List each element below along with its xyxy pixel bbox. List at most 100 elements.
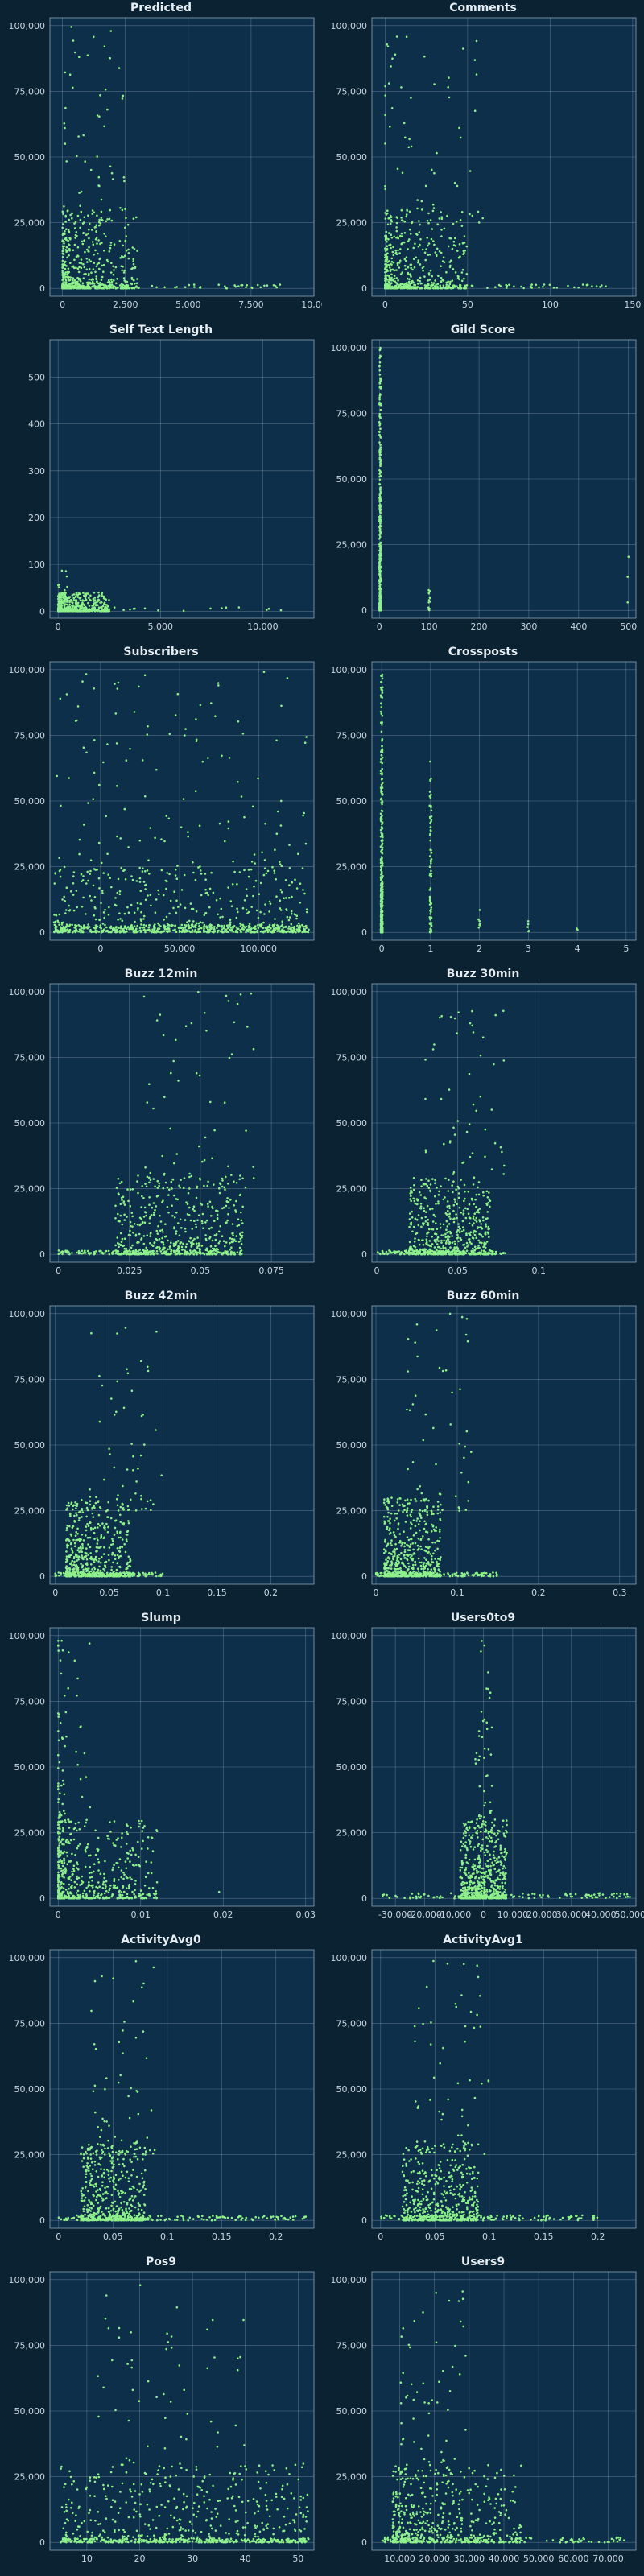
data-point xyxy=(138,840,142,842)
data-point xyxy=(192,1205,196,1208)
data-point xyxy=(123,1237,126,1240)
data-point xyxy=(432,287,435,290)
data-point xyxy=(191,1228,193,1230)
data-point xyxy=(76,254,79,257)
data-point xyxy=(259,910,262,914)
data-point xyxy=(175,911,178,914)
data-point xyxy=(102,263,105,266)
data-point xyxy=(381,917,384,920)
data-point xyxy=(68,777,70,779)
data-point xyxy=(56,609,60,611)
data-point xyxy=(101,1252,104,1254)
data-point xyxy=(388,82,390,85)
data-point xyxy=(381,910,384,913)
data-point xyxy=(136,1224,139,1226)
y-tick-label: 0 xyxy=(361,283,367,294)
data-point xyxy=(140,910,142,914)
data-point xyxy=(425,1211,427,1213)
data-point xyxy=(388,260,390,262)
data-point xyxy=(80,880,83,883)
data-point xyxy=(378,478,382,481)
data-point xyxy=(151,1206,154,1209)
data-point xyxy=(125,927,128,930)
data-point xyxy=(141,1185,143,1187)
data-point xyxy=(460,225,464,227)
data-point xyxy=(146,1249,149,1252)
data-point xyxy=(253,853,256,856)
data-point xyxy=(478,923,481,927)
data-point xyxy=(71,923,73,927)
data-point xyxy=(121,97,124,100)
data-point xyxy=(78,285,80,288)
data-point xyxy=(71,1252,73,1254)
data-point xyxy=(288,931,291,934)
data-point xyxy=(65,926,68,928)
data-point xyxy=(419,263,422,266)
data-point xyxy=(114,683,116,685)
data-point xyxy=(404,136,407,139)
data-point xyxy=(452,268,455,270)
data-point xyxy=(411,268,414,271)
data-point xyxy=(96,214,98,217)
data-point xyxy=(61,245,64,248)
data-point xyxy=(457,1225,460,1228)
data-point xyxy=(68,73,72,76)
data-point xyxy=(243,899,246,902)
data-point xyxy=(473,1233,477,1236)
data-point xyxy=(394,284,398,287)
data-point xyxy=(111,929,114,931)
data-point xyxy=(144,870,147,873)
data-point xyxy=(175,868,177,871)
data-point xyxy=(403,220,407,223)
data-point xyxy=(94,604,97,607)
data-point xyxy=(448,76,450,79)
data-point xyxy=(454,1242,456,1245)
data-point xyxy=(93,597,97,599)
data-point xyxy=(130,923,133,927)
data-point xyxy=(297,922,300,925)
data-point xyxy=(180,1245,184,1249)
data-point xyxy=(448,1242,451,1245)
data-point xyxy=(134,1234,137,1237)
data-point xyxy=(278,930,281,933)
data-point xyxy=(438,1190,440,1193)
data-point xyxy=(141,1195,143,1198)
data-point xyxy=(433,171,436,175)
data-point xyxy=(455,220,458,223)
data-point xyxy=(149,827,151,829)
data-point xyxy=(88,1253,91,1256)
data-point xyxy=(219,1183,222,1186)
data-point xyxy=(379,380,382,382)
y-tick-label: 50,000 xyxy=(336,1118,368,1129)
data-point xyxy=(420,1185,423,1187)
data-point xyxy=(429,822,431,824)
data-point xyxy=(87,802,89,804)
data-point xyxy=(146,869,149,872)
data-point xyxy=(301,923,303,927)
data-point xyxy=(433,83,436,85)
data-point xyxy=(89,930,92,933)
data-point xyxy=(74,227,76,229)
data-point xyxy=(196,1219,199,1221)
data-point xyxy=(411,1191,413,1194)
data-point xyxy=(228,1056,231,1059)
data-point xyxy=(204,1136,207,1139)
data-point xyxy=(217,924,220,927)
data-point xyxy=(381,748,384,751)
data-point xyxy=(381,750,384,753)
data-point xyxy=(132,1232,134,1234)
data-point xyxy=(173,1162,175,1165)
data-point xyxy=(448,261,452,263)
data-point xyxy=(216,1252,218,1255)
data-point xyxy=(378,556,381,559)
data-point xyxy=(154,1185,156,1187)
y-tick-label: 25,000 xyxy=(14,1184,46,1195)
data-point xyxy=(431,203,435,206)
data-point xyxy=(381,914,384,918)
data-point xyxy=(66,273,68,276)
data-point xyxy=(121,255,123,258)
data-point xyxy=(106,743,109,745)
data-point xyxy=(454,271,457,274)
data-point xyxy=(302,926,305,928)
